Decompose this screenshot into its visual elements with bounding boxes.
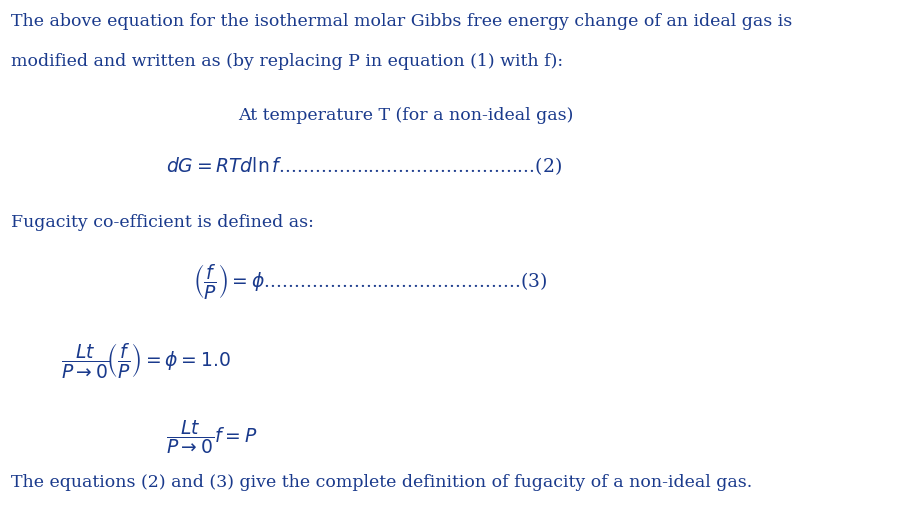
Text: Fugacity co-efficient is defined as:: Fugacity co-efficient is defined as:	[11, 214, 314, 231]
Text: $\mathit{dG} = \mathit{RT}\mathit{d}\ln \mathit{f}$.............................: $\mathit{dG} = \mathit{RT}\mathit{d}\ln …	[166, 155, 562, 177]
Text: $\dfrac{Lt}{P \rightarrow 0}\mathit{f} = P$: $\dfrac{Lt}{P \rightarrow 0}\mathit{f} =…	[166, 418, 257, 456]
Text: $\dfrac{Lt}{P \rightarrow 0}\!\left(\dfrac{f}{P}\right) = \phi = 1.0$: $\dfrac{Lt}{P \rightarrow 0}\!\left(\dfr…	[61, 341, 231, 380]
Text: The equations (2) and (3) give the complete definition of fugacity of a non-idea: The equations (2) and (3) give the compl…	[11, 474, 752, 491]
Text: At temperature T (for a non-ideal gas): At temperature T (for a non-ideal gas)	[238, 107, 573, 124]
Text: modified and written as (by replacing P in equation (1) with f):: modified and written as (by replacing P …	[11, 53, 563, 70]
Text: $\left(\dfrac{f}{P}\right) = \phi$...........................................(3): $\left(\dfrac{f}{P}\right) = \phi$......…	[193, 262, 547, 301]
Text: The above equation for the isothermal molar Gibbs free energy change of an ideal: The above equation for the isothermal mo…	[11, 13, 792, 30]
